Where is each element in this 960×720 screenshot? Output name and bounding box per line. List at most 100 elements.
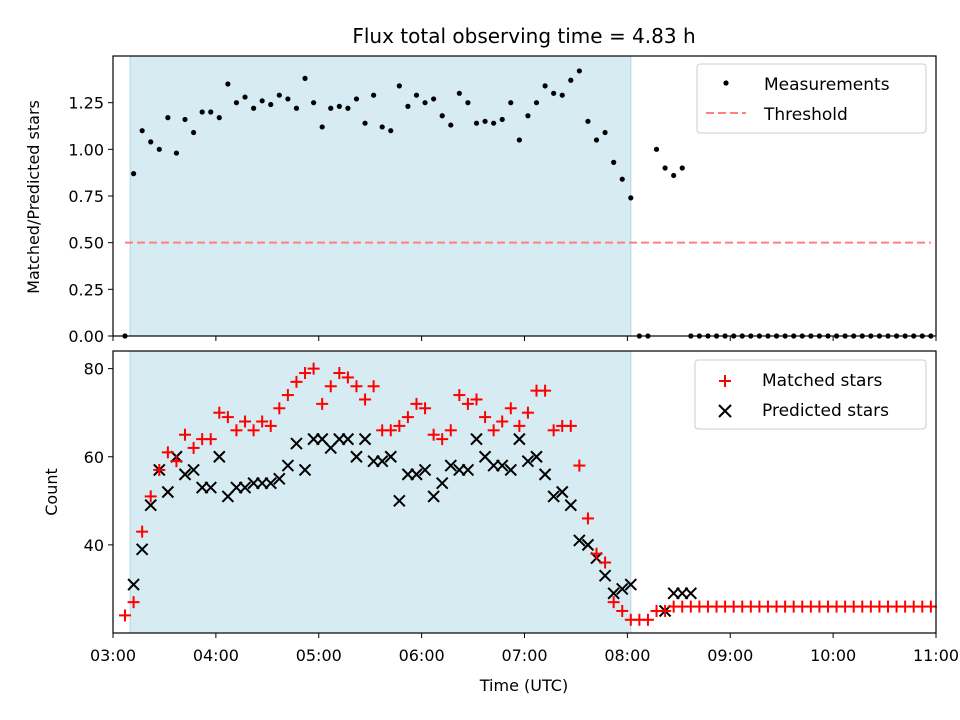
predicted-star-stroke [281,459,295,472]
matched-star-marker [513,419,526,432]
predicted-star-marker [444,459,457,472]
x-tick-label: 11:00 [913,646,959,665]
bottom-x-ticks: 03:00 04:00 05:00 06:00 07:00 08:00 09:00 10:00… [90,633,959,665]
measurement-point [139,128,145,134]
predicted-star-stroke [513,432,526,446]
matched-star-marker [307,362,320,375]
predicted-star-marker [273,472,286,485]
measurement-point [671,172,677,179]
measurement-point [491,120,497,126]
predicted-star-stroke [504,463,517,477]
predicted-star-stroke [427,490,440,503]
predicted-star-marker [616,582,629,596]
measurement-point [311,100,317,106]
legend-matched-label: Matched stars [762,371,882,391]
predicted-star-marker [178,468,192,481]
top-x-ticks [112,336,937,341]
x-axis-label: Time (UTC) [479,676,568,695]
predicted-stars-points [127,432,698,618]
observing-window-shade-bottom [129,350,632,634]
matched-star-marker [444,424,457,437]
matched-star-marker [144,490,157,503]
measurement-point [268,101,274,108]
x-tick-label: 08:00 [604,646,650,665]
x-tick-label: 03:00 [90,646,136,665]
predicted-star-marker [496,459,509,472]
predicted-star-stroke [264,476,277,490]
measurement-point [156,146,162,152]
matched-star-marker [924,600,937,613]
measurement-point [182,116,188,123]
measurement-point [568,77,574,83]
predicted-star-stroke [573,534,586,547]
legend-matched-marker [719,375,731,387]
matched-star-marker [213,406,226,419]
predicted-star-marker [624,578,638,591]
predicted-star-marker [513,432,526,446]
predicted-star-marker [144,499,157,512]
predicted-star-marker [530,450,543,463]
top-panel: 0.00 0.25 0.50 0.75 1.00 1.25 Matched/Predict… [24,55,937,346]
top-legend: Measurements Threshold [696,63,927,134]
predicted-star-stroke [598,569,612,582]
legend-measurements-marker [723,80,729,86]
matched-star-marker [239,415,252,428]
y-tick-label: 1.25 [68,94,104,113]
top-axes-frame [112,55,937,337]
predicted-star-stroke [444,459,457,472]
predicted-star-stroke [470,432,483,446]
predicted-star-marker [393,494,406,508]
matched-star-marker [599,556,612,569]
predicted-star-stroke [213,450,226,463]
matched-star-marker [247,424,260,437]
predicted-star-stroke [556,485,569,499]
bottom-y-axis-label: Count [42,468,61,516]
legend-predicted-label: Predicted stars [762,401,889,421]
matched-star-marker [659,604,672,617]
predicted-star-stroke [375,454,389,468]
matched-stars-points [119,362,937,626]
legend-measurements-label: Measurements [764,75,890,95]
measurement-point [396,83,402,89]
bottom-y-ticks: 40 60 80 [84,360,113,555]
measurement-point [439,113,445,119]
predicted-star-marker [607,587,620,600]
measurement-point [242,94,248,100]
predicted-star-marker [547,490,560,503]
predicted-star-stroke [273,472,286,485]
measurement-point [602,129,608,136]
predicted-star-stroke [315,432,329,446]
predicted-star-stroke [624,578,638,591]
legend-threshold-label: Threshold [763,105,848,125]
matched-star-marker [367,380,380,393]
measurement-point [576,68,582,74]
matched-star-marker [230,424,243,437]
predicted-star-stroke [358,432,372,446]
measurement-point [371,92,377,98]
measurement-point [516,137,522,143]
measurement-point [165,115,171,121]
measurement-point [431,96,437,102]
predicted-star-stroke [393,494,406,508]
measurement-point [679,165,685,171]
predicted-star-marker [161,485,175,499]
measurement-point [473,120,480,126]
matched-star-marker [453,389,466,402]
predicted-star-stroke [684,587,698,600]
bottom-panel: 40 60 80 03:00 04:00 05:00 06:00 07:00 08:00 09:… [42,350,959,695]
y-tick-label: 0.50 [68,234,104,253]
measurement-point [379,124,385,130]
predicted-star-stroke [607,587,620,600]
measurement-point [413,92,420,98]
measurement-point [362,120,368,126]
matched-star-marker [590,547,603,560]
matched-star-marker [607,596,620,609]
measurement-point [662,165,668,171]
predicted-star-stroke [496,459,509,472]
measurement-point [405,103,411,109]
x-tick-label: 10:00 [810,646,856,665]
predicted-star-marker [598,569,612,582]
matched-star-marker [316,397,329,410]
matched-star-marker [384,424,397,437]
